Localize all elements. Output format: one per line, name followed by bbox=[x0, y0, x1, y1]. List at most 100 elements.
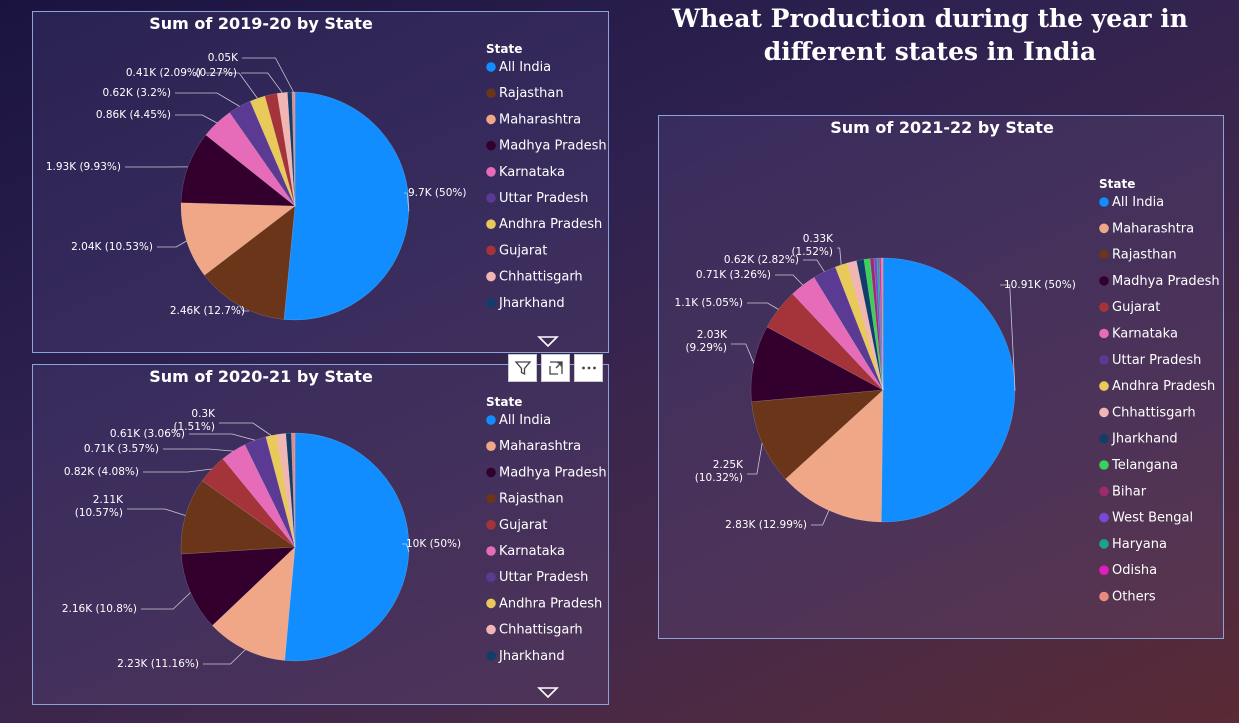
pie-slice-madhya-pradesh[interactable] bbox=[180, 134, 296, 207]
legend-scroll-down-icon[interactable] bbox=[537, 336, 559, 348]
pie-slice-telangana[interactable] bbox=[863, 258, 884, 391]
legend-item-rajasthan[interactable]: Rajasthan bbox=[486, 86, 564, 101]
legend-item-jharkhand[interactable]: Jharkhand bbox=[486, 649, 565, 664]
pie-slice-karnataka[interactable] bbox=[222, 444, 296, 548]
legend-marker bbox=[486, 62, 496, 72]
pie-chart-2020-21-card[interactable]: Sum of 2020-21 by State 10K (50%) 2.23K (1… bbox=[32, 364, 609, 705]
legend-item-maharashtra[interactable]: Maharashtra bbox=[486, 439, 581, 454]
pie-slice-madhya-pradesh[interactable] bbox=[750, 326, 884, 402]
legend-item-andhra-pradesh[interactable]: Andhra Pradesh bbox=[486, 217, 602, 232]
pie-slice-all-india[interactable] bbox=[283, 91, 410, 321]
pie-slice-uttar-pradesh[interactable] bbox=[813, 266, 884, 391]
legend-item-madhya-pradesh[interactable]: Madhya Pradesh bbox=[1099, 274, 1220, 289]
pie-slice-all-india[interactable] bbox=[284, 432, 410, 662]
legend-item-chhattisgarh[interactable]: Chhattisgarh bbox=[1099, 405, 1196, 420]
pie-slice-gujarat[interactable] bbox=[766, 293, 884, 391]
legend-scroll-down-icon[interactable] bbox=[537, 687, 559, 699]
legend-item-uttar-pradesh[interactable]: Uttar Pradesh bbox=[486, 570, 588, 585]
legend-item-andhra-pradesh[interactable]: Andhra Pradesh bbox=[1099, 379, 1215, 394]
legend-label: Andhra Pradesh bbox=[1112, 379, 1215, 394]
pie-slice-west-bengal[interactable] bbox=[873, 257, 884, 391]
pie-slice-others[interactable] bbox=[880, 257, 884, 391]
pie-chart-2021-22-card[interactable]: Sum of 2021-22 by State 10.91K (50%) 2.83K… bbox=[658, 115, 1224, 639]
more-options-icon bbox=[581, 366, 596, 370]
legend-marker bbox=[486, 415, 496, 425]
legend-item-all-india[interactable]: All India bbox=[486, 60, 551, 75]
legend-item-jharkhand[interactable]: Jharkhand bbox=[1099, 432, 1178, 447]
legend-marker bbox=[486, 193, 496, 203]
legend-item-telangana[interactable]: Telangana bbox=[1099, 458, 1178, 473]
more-options-button[interactable] bbox=[574, 354, 603, 382]
legend-item-karnataka[interactable]: Karnataka bbox=[1099, 327, 1178, 342]
legend-item-maharashtra[interactable]: Maharashtra bbox=[486, 112, 581, 127]
pie-slice-chhattisgarh[interactable] bbox=[276, 433, 296, 548]
chart-title: Sum of 2019-20 by State bbox=[149, 14, 373, 33]
legend-item-karnataka[interactable]: Karnataka bbox=[486, 165, 565, 180]
legend-marker bbox=[1099, 565, 1109, 575]
pie-slice-bihar[interactable] bbox=[869, 258, 884, 391]
legend-item-gujarat[interactable]: Gujarat bbox=[486, 243, 547, 258]
legend-item-andhra-pradesh[interactable]: Andhra Pradesh bbox=[486, 596, 602, 611]
legend-item-all-india[interactable]: All India bbox=[1099, 195, 1164, 210]
pie-slice-andhra-pradesh[interactable] bbox=[265, 434, 296, 548]
pie-slice-uttar-pradesh[interactable] bbox=[244, 436, 296, 548]
legend-item-rajasthan[interactable]: Rajasthan bbox=[486, 492, 564, 507]
pie-slice-all-india[interactable] bbox=[881, 257, 1016, 523]
filter-button[interactable] bbox=[508, 354, 537, 382]
pie-slice-rajasthan[interactable] bbox=[204, 205, 296, 320]
pie-slice-jharkhand[interactable] bbox=[856, 259, 884, 391]
pie-slice-rajasthan[interactable] bbox=[180, 480, 296, 555]
pie-slice-others[interactable] bbox=[291, 432, 296, 548]
data-label-leader-line bbox=[205, 72, 258, 99]
pie-slice-chhattisgarh[interactable] bbox=[846, 260, 884, 391]
pie-slice-madhya-pradesh[interactable] bbox=[180, 546, 296, 626]
legend-item-karnataka[interactable]: Karnataka bbox=[486, 544, 565, 559]
data-label-karnataka: 0.86K (4.45%) bbox=[96, 109, 171, 121]
legend-item-maharashtra[interactable]: Maharashtra bbox=[1099, 221, 1194, 236]
legend-label: Maharashtra bbox=[1112, 221, 1194, 236]
legend-label: Karnataka bbox=[499, 544, 565, 559]
legend-item-jharkhand[interactable]: Jharkhand bbox=[486, 296, 565, 311]
legend-item-odisha[interactable]: Odisha bbox=[1099, 563, 1157, 578]
legend-item-madhya-pradesh[interactable]: Madhya Pradesh bbox=[486, 139, 607, 154]
legend-marker bbox=[486, 245, 496, 256]
pie-slice-maharashtra[interactable] bbox=[211, 546, 296, 661]
pie-slice-gujarat[interactable] bbox=[201, 458, 296, 548]
page-title: Wheat Production during the year in diff… bbox=[650, 2, 1210, 68]
data-label-maharashtra: 2.04K (10.53%) bbox=[71, 241, 153, 253]
pie-slice-andhra-pradesh[interactable] bbox=[834, 262, 884, 391]
pie-slice-jharkhand[interactable] bbox=[287, 91, 296, 207]
legend-item-gujarat[interactable]: Gujarat bbox=[486, 518, 547, 533]
legend-item-west-bengal[interactable]: West Bengal bbox=[1099, 511, 1193, 526]
focus-mode-button[interactable] bbox=[541, 354, 570, 382]
data-label-leader-line bbox=[141, 592, 191, 610]
pie-slice-jharkhand[interactable] bbox=[285, 432, 296, 548]
pie-slice-karnataka[interactable] bbox=[205, 112, 296, 207]
legend-item-all-india[interactable]: All India bbox=[486, 413, 551, 428]
legend-marker bbox=[1099, 197, 1109, 207]
pie-chart-svg: Sum of 2019-20 by State 9.7K (50%) 2.46K (… bbox=[46, 14, 607, 348]
legend-item-haryana[interactable]: Haryana bbox=[1099, 537, 1167, 552]
legend-item-bihar[interactable]: Bihar bbox=[1099, 484, 1147, 499]
legend-label: Rajasthan bbox=[499, 492, 564, 507]
legend-item-chhattisgarh[interactable]: Chhattisgarh bbox=[486, 270, 583, 285]
pie-slice-rajasthan[interactable] bbox=[751, 389, 884, 480]
pie-slice-gujarat[interactable] bbox=[264, 93, 296, 207]
legend-item-gujarat[interactable]: Gujarat bbox=[1099, 300, 1160, 315]
legend-item-others[interactable]: Others bbox=[1099, 590, 1156, 605]
data-label-leader-line bbox=[203, 649, 246, 665]
legend-item-chhattisgarh[interactable]: Chhattisgarh bbox=[486, 623, 583, 638]
legend-item-uttar-pradesh[interactable]: Uttar Pradesh bbox=[486, 191, 588, 206]
legend-marker bbox=[1099, 407, 1109, 418]
data-label-leader-line bbox=[1000, 284, 1016, 391]
pie-slice-maharashtra[interactable] bbox=[180, 202, 296, 276]
legend-item-uttar-pradesh[interactable]: Uttar Pradesh bbox=[1099, 353, 1201, 368]
pie-chart-2019-20-card[interactable]: Sum of 2019-20 by State 9.7K (50%) 2.46K (… bbox=[32, 11, 609, 353]
legend-label: Bihar bbox=[1112, 484, 1147, 499]
pie-slice-haryana[interactable] bbox=[876, 257, 884, 391]
pie-slice-odisha[interactable] bbox=[878, 257, 884, 391]
legend-item-madhya-pradesh[interactable]: Madhya Pradesh bbox=[486, 465, 607, 480]
legend-label: Uttar Pradesh bbox=[1112, 353, 1201, 368]
legend-item-rajasthan[interactable]: Rajasthan bbox=[1099, 248, 1177, 263]
legend-marker bbox=[486, 598, 496, 609]
